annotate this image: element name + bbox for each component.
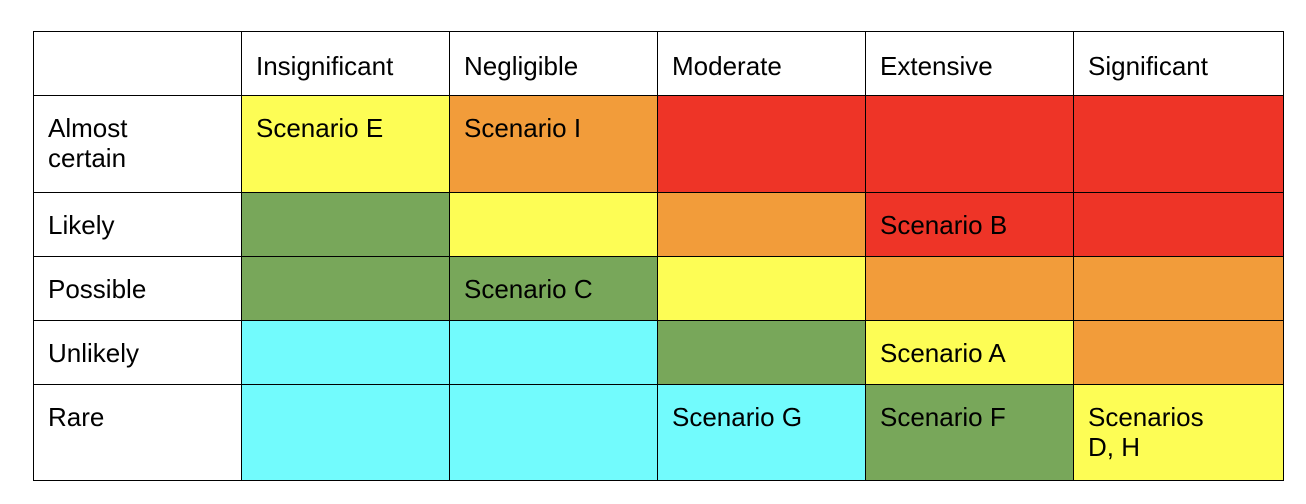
row-almost-certain: Almost certain Scenario E Scenario I xyxy=(33,95,1284,193)
column-header-negligible: Negligible xyxy=(449,31,658,96)
row-label-possible: Possible xyxy=(33,256,242,321)
column-header-significant: Significant xyxy=(1073,31,1284,96)
matrix-cell xyxy=(1073,320,1284,385)
matrix-cell xyxy=(1073,256,1284,321)
row-label-rare: Rare xyxy=(33,384,242,481)
matrix-cell: Scenario C xyxy=(449,256,658,321)
matrix-cell xyxy=(241,256,450,321)
row-label-likely: Likely xyxy=(33,192,242,257)
matrix-cell xyxy=(657,192,866,257)
matrix-cell xyxy=(1073,192,1284,257)
matrix-cell xyxy=(657,320,866,385)
matrix-cell: Scenario I xyxy=(449,95,658,193)
matrix-cell: Scenario G xyxy=(657,384,866,481)
matrix-cell xyxy=(241,320,450,385)
matrix-cell: Scenario A xyxy=(865,320,1074,385)
risk-matrix-container: Insignificant Negligible Moderate Extens… xyxy=(33,31,1284,481)
matrix-cell xyxy=(449,320,658,385)
column-header-moderate: Moderate xyxy=(657,31,866,96)
row-label-almost-certain: Almost certain xyxy=(33,95,242,193)
matrix-cell: Scenario F xyxy=(865,384,1074,481)
column-header-insignificant: Insignificant xyxy=(241,31,450,96)
matrix-cell: Scenario B xyxy=(865,192,1074,257)
row-possible: Possible Scenario C xyxy=(33,256,1284,321)
row-rare: Rare Scenario G Scenario F Scenarios D, … xyxy=(33,384,1284,481)
header-row: Insignificant Negligible Moderate Extens… xyxy=(33,31,1284,96)
row-likely: Likely Scenario B xyxy=(33,192,1284,257)
row-unlikely: Unlikely Scenario A xyxy=(33,320,1284,385)
matrix-cell: Scenario E xyxy=(241,95,450,193)
matrix-cell xyxy=(241,192,450,257)
matrix-cell xyxy=(657,256,866,321)
matrix-cell xyxy=(449,384,658,481)
row-label-unlikely: Unlikely xyxy=(33,320,242,385)
column-header-extensive: Extensive xyxy=(865,31,1074,96)
matrix-cell xyxy=(865,256,1074,321)
matrix-cell xyxy=(241,384,450,481)
matrix-cell xyxy=(657,95,866,193)
risk-matrix-table: Insignificant Negligible Moderate Extens… xyxy=(33,31,1284,481)
matrix-cell xyxy=(1073,95,1284,193)
matrix-cell: Scenarios D, H xyxy=(1073,384,1284,481)
matrix-cell xyxy=(449,192,658,257)
matrix-cell xyxy=(865,95,1074,193)
corner-cell xyxy=(33,31,242,96)
